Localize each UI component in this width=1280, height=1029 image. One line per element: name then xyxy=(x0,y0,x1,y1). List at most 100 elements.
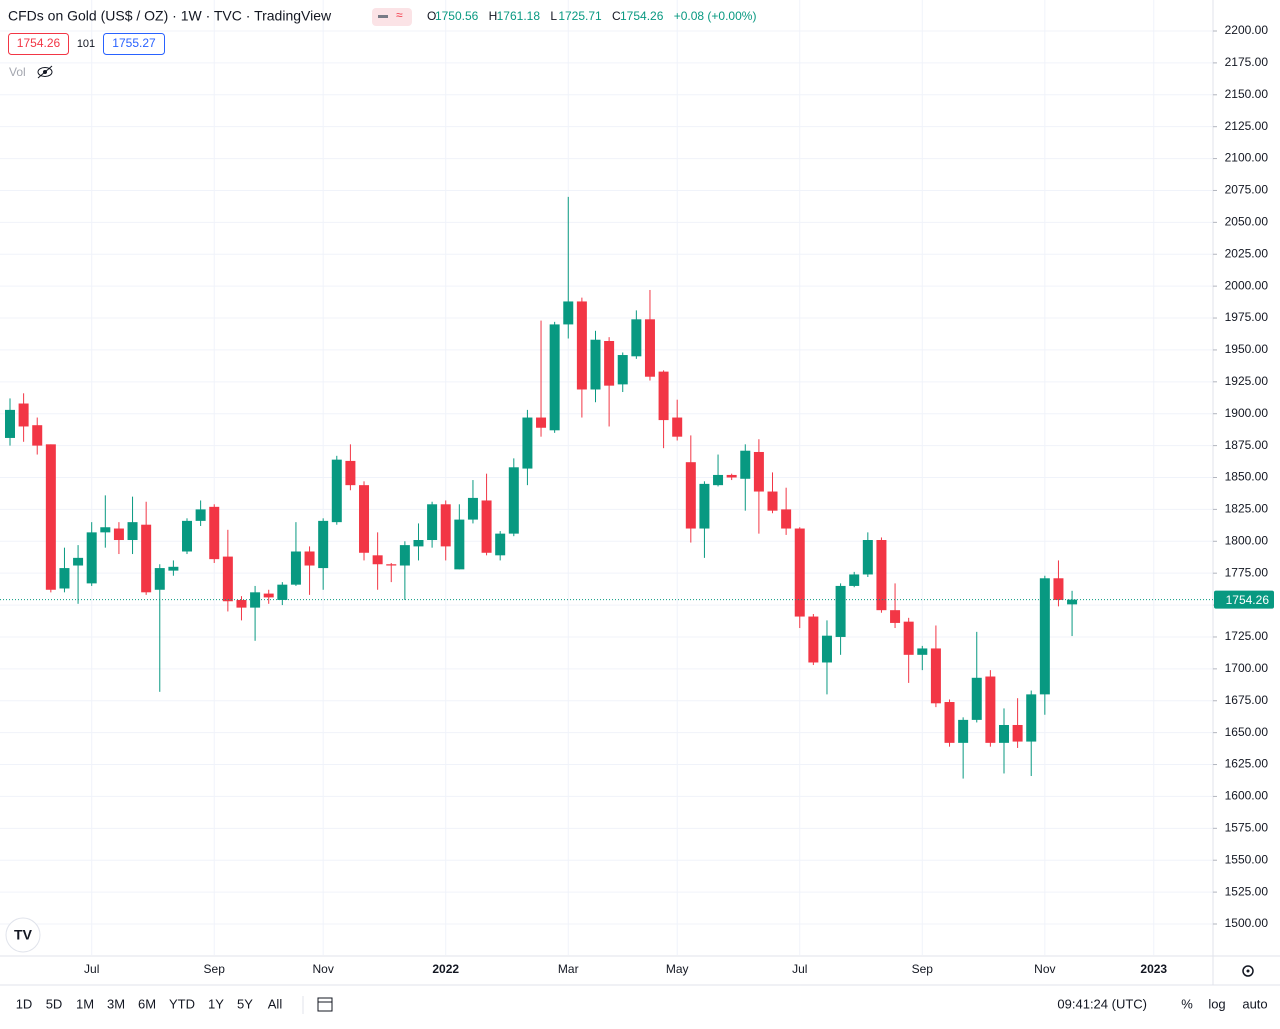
candle-body xyxy=(454,519,465,570)
candle-body xyxy=(386,564,397,566)
candle-body xyxy=(971,677,982,720)
candle-body xyxy=(740,450,751,479)
candle-body xyxy=(835,585,846,637)
candle-body xyxy=(495,533,506,556)
y-tick-label: 1850.00 xyxy=(1225,470,1269,484)
candle-body xyxy=(236,599,247,608)
date-range-icon[interactable] xyxy=(317,997,333,1012)
candle-body xyxy=(413,540,424,547)
candle-body xyxy=(209,506,220,560)
period-button[interactable]: 6M xyxy=(138,996,156,1011)
candle-body xyxy=(113,528,124,541)
ask-box[interactable] xyxy=(103,33,165,55)
volume-label: Vol xyxy=(9,65,26,79)
period-button[interactable]: YTD xyxy=(169,996,195,1011)
candle-body xyxy=(958,719,969,743)
y-tick-label: 1575.00 xyxy=(1225,820,1269,834)
x-tick-label: 2022 xyxy=(432,962,459,976)
candle-body xyxy=(821,635,832,663)
scale-option[interactable]: % xyxy=(1181,996,1193,1011)
period-button[interactable]: 5D xyxy=(46,996,63,1011)
plot xyxy=(4,196,1078,779)
y-tick-label: 2025.00 xyxy=(1225,246,1269,260)
ohlc-value: 1761.18 xyxy=(497,9,541,23)
y-tick-label: 1525.00 xyxy=(1225,884,1269,898)
y-tick-label: 2075.00 xyxy=(1225,183,1269,197)
hide-icon[interactable] xyxy=(37,65,53,79)
candle-body xyxy=(277,584,288,600)
y-tick-label: 1925.00 xyxy=(1225,374,1269,388)
period-button[interactable]: 1D xyxy=(16,996,33,1011)
change: +0.08 (+0.00%) xyxy=(674,9,757,23)
candle-body xyxy=(318,520,329,569)
candle-body xyxy=(1026,694,1037,742)
candle-body xyxy=(18,403,29,427)
scale-option[interactable]: log xyxy=(1208,996,1225,1011)
candle-body xyxy=(508,467,519,534)
candle-body xyxy=(617,355,628,385)
settings-icon[interactable] xyxy=(1242,965,1254,977)
spread: 101 xyxy=(77,38,95,50)
y-tick-label: 1950.00 xyxy=(1225,342,1269,356)
candle-body xyxy=(73,557,84,566)
candle-body xyxy=(195,509,206,521)
icon xyxy=(378,15,388,18)
candle-body xyxy=(1039,578,1050,695)
candle-body xyxy=(794,528,805,617)
period-button[interactable]: 1Y xyxy=(208,996,224,1011)
candle-body xyxy=(930,648,941,704)
candle-body xyxy=(522,417,533,469)
candle-body xyxy=(100,527,111,533)
candle-body xyxy=(154,568,165,590)
candle-body xyxy=(32,425,43,446)
candle-body xyxy=(1012,724,1023,742)
y-tick-label: 1550.00 xyxy=(1225,852,1269,866)
candle-body xyxy=(903,621,914,655)
y-tick-label: 1600.00 xyxy=(1225,789,1269,803)
candle-body xyxy=(753,451,764,492)
logo-mark: TV xyxy=(14,927,33,943)
x-tick-label: Sep xyxy=(912,962,934,976)
x-tick-label: Nov xyxy=(1034,962,1055,976)
last-price-box xyxy=(1214,590,1274,609)
candle-body xyxy=(917,648,928,655)
candle-body xyxy=(86,532,97,584)
ohlc-value: 1725.71 xyxy=(558,9,602,23)
x-tick-label: Jul xyxy=(792,962,807,976)
icon: ≈ xyxy=(396,8,403,22)
candle-body xyxy=(808,616,819,663)
y-tick-label: 2150.00 xyxy=(1225,87,1269,101)
candle-body xyxy=(890,610,901,623)
y-tick-label: 1900.00 xyxy=(1225,406,1269,420)
candle-body xyxy=(998,724,1009,743)
period-button[interactable]: 5Y xyxy=(237,996,253,1011)
period-button[interactable]: 1M xyxy=(76,996,94,1011)
scale-option[interactable]: auto xyxy=(1242,996,1267,1011)
candle-body xyxy=(590,339,601,390)
y-tick-label: 1625.00 xyxy=(1225,757,1269,771)
candle-body xyxy=(1067,599,1078,605)
y-tick-label: 2100.00 xyxy=(1225,151,1269,165)
y-tick-label: 1500.00 xyxy=(1225,916,1269,930)
ohlc-value: 1754.26 xyxy=(620,9,664,23)
period-button[interactable]: All xyxy=(268,996,283,1011)
period-button[interactable]: 3M xyxy=(107,996,125,1011)
candle-body xyxy=(427,504,438,541)
candle-body xyxy=(767,491,778,511)
candle-body xyxy=(399,545,410,566)
x-tick-label: Mar xyxy=(558,962,579,976)
bid-box[interactable] xyxy=(8,33,69,55)
candle-body xyxy=(726,474,737,478)
y-tick-label: 1725.00 xyxy=(1225,629,1269,643)
y-tick-label: 1650.00 xyxy=(1225,725,1269,739)
candle-body xyxy=(345,460,356,486)
indicator-toggle[interactable] xyxy=(372,8,412,26)
candle-body xyxy=(222,556,233,602)
ask: 1755.27 xyxy=(112,36,156,50)
bid: 1754.26 xyxy=(17,36,61,50)
logo[interactable] xyxy=(5,917,41,953)
candle-body xyxy=(372,555,383,565)
